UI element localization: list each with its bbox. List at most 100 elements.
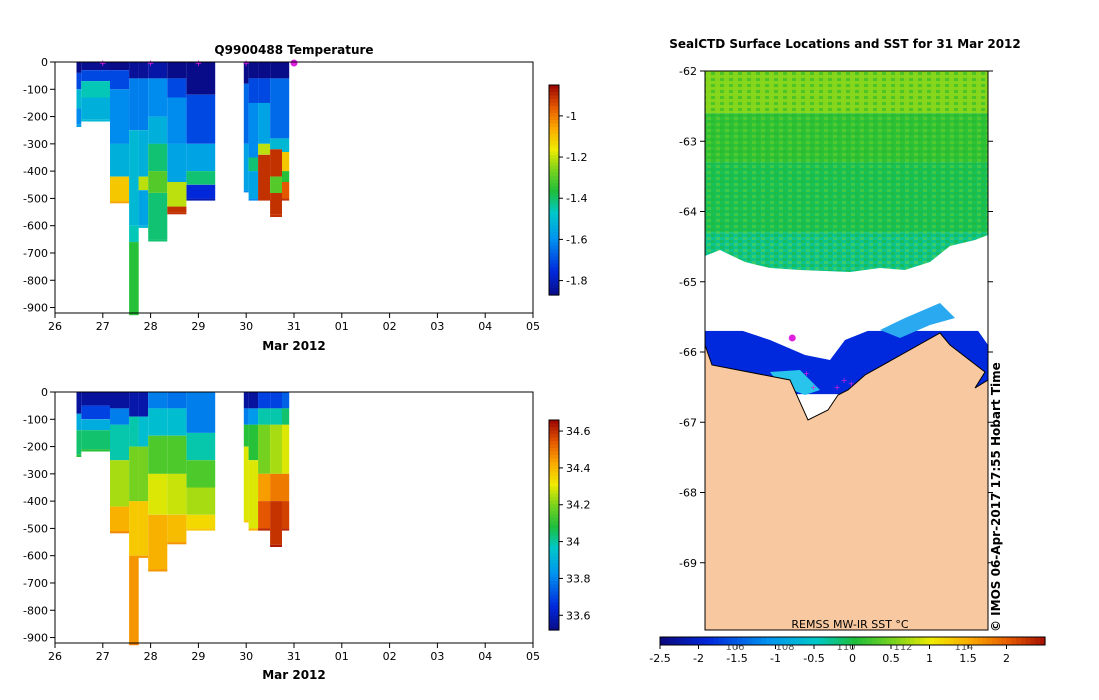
colorbar-swatch xyxy=(549,162,559,167)
sst-texture xyxy=(705,113,988,163)
profile-cell xyxy=(282,424,290,474)
colorbar-swatch xyxy=(549,465,559,470)
colorbar-swatch xyxy=(549,455,559,460)
colorbar-swatch xyxy=(549,427,559,432)
colorbar-swatch xyxy=(549,176,559,181)
colorbar-swatch xyxy=(549,486,559,491)
temperature-surface-markers: + + + + xyxy=(99,59,298,69)
ice-edge xyxy=(705,235,988,290)
colorbar-swatch xyxy=(549,165,559,170)
sst-colorbar-swatch xyxy=(770,637,777,645)
profile-cell xyxy=(270,214,282,217)
colorbar-swatch xyxy=(549,130,559,135)
salinity-profiles xyxy=(76,392,290,646)
temperature-title: Q9900488 Temperature xyxy=(214,43,373,57)
y-tick-label: -700 xyxy=(23,247,48,260)
profile-cell xyxy=(258,528,271,531)
profile-cell xyxy=(270,473,282,502)
sst-colorbar: -2.5 -2 -1.5 -1 -0.5 0 0.5 1 1.5 2 xyxy=(649,636,1046,665)
colorbar-swatch xyxy=(549,556,559,561)
profile-cell xyxy=(186,392,216,433)
sst-colorbar-swatch xyxy=(987,637,993,645)
sst-colorbar-swatch xyxy=(842,637,849,645)
profile-cell xyxy=(270,138,282,150)
profile-cell xyxy=(148,514,168,570)
profile-cell xyxy=(110,424,130,461)
profile-cell xyxy=(258,473,271,502)
sst-colorbar-label: REMSS MW-IR SST °C xyxy=(791,618,909,631)
sst-colorbar-swatch xyxy=(1020,637,1027,645)
profile-cell xyxy=(186,198,216,201)
colorbar-swatch xyxy=(549,479,559,484)
profile-cell xyxy=(186,62,216,95)
y-tick-label: 0 xyxy=(41,386,48,399)
seal-position: + xyxy=(803,369,810,378)
profile-cell xyxy=(248,78,259,103)
y-tick-label: 0 xyxy=(41,56,48,69)
profile-cell xyxy=(110,408,130,425)
profile-cell xyxy=(248,460,259,529)
sst-colorbar-swatch xyxy=(900,637,907,645)
lat-label: -64 xyxy=(679,206,697,219)
profile-cell xyxy=(129,501,139,556)
colorbar-swatch xyxy=(549,567,559,572)
colorbar-swatch xyxy=(549,525,559,530)
y-tick-label: -100 xyxy=(23,83,48,96)
colorbar-swatch xyxy=(549,113,559,118)
profile-cell xyxy=(258,62,271,79)
colorbar-swatch xyxy=(549,563,559,568)
sst-colorbar-swatch xyxy=(688,637,695,645)
profile-cell xyxy=(110,392,130,409)
colorbar-swatch xyxy=(549,483,559,488)
sst-colorbar-swatch xyxy=(669,637,676,645)
x-tick-label: 28 xyxy=(144,320,158,333)
colorbar-swatch xyxy=(549,514,559,519)
profile-cell xyxy=(167,143,187,182)
sst-colorbar-swatch xyxy=(717,637,724,645)
sst-colorbar-swatch xyxy=(746,637,753,645)
colorbar-swatch xyxy=(549,423,559,428)
profile-cell xyxy=(110,143,130,177)
profile-cell xyxy=(129,225,139,243)
colorbar-swatch xyxy=(549,197,559,202)
profile-cell xyxy=(138,392,149,417)
salinity-x-axis: 26 27 28 29 30 31 01 02 03 04 05 xyxy=(48,643,540,663)
colorbar-swatch xyxy=(549,211,559,216)
profile-cell xyxy=(270,424,282,474)
colorbar-swatch xyxy=(549,239,559,244)
x-tick-label: 27 xyxy=(96,320,110,333)
x-tick-label: 02 xyxy=(383,650,397,663)
profile-cell xyxy=(282,138,290,152)
profile-cell xyxy=(129,392,139,417)
sst-colorbar-swatch xyxy=(881,637,887,645)
y-tick-label: -600 xyxy=(23,220,48,233)
profile-cell xyxy=(138,130,149,177)
colorbar-swatch xyxy=(549,106,559,111)
colorbar-swatch xyxy=(549,263,559,268)
colorbar-swatch xyxy=(549,476,559,481)
colorbar-tick-label: -1.2 xyxy=(566,151,587,164)
colorbar-swatch xyxy=(549,448,559,453)
colorbar-swatch xyxy=(549,225,559,230)
profile-cell xyxy=(282,501,290,529)
sst-colorbar-swatch xyxy=(833,637,839,645)
profile-cell xyxy=(282,198,290,201)
sst-colorbar-tick-label: 1.5 xyxy=(959,652,977,665)
colorbar-swatch xyxy=(549,242,559,247)
colorbar-swatch xyxy=(549,602,559,607)
lat-label: -68 xyxy=(679,487,697,500)
colorbar-swatch xyxy=(549,214,559,219)
profile-cell xyxy=(76,124,82,127)
profile-cell xyxy=(270,62,282,79)
profile-cell xyxy=(243,392,249,409)
y-tick-label: -800 xyxy=(23,274,48,287)
temperature-x-axis: 26 27 28 29 30 31 01 02 03 04 05 xyxy=(48,313,540,333)
colorbar-swatch xyxy=(549,588,559,593)
profile-cell xyxy=(110,62,130,71)
profile-cell xyxy=(110,506,130,532)
sst-colorbar-swatch xyxy=(992,637,998,645)
colorbar-swatch xyxy=(549,123,559,128)
y-tick-label: -100 xyxy=(23,413,48,426)
sst-coastal-accent xyxy=(770,370,820,395)
